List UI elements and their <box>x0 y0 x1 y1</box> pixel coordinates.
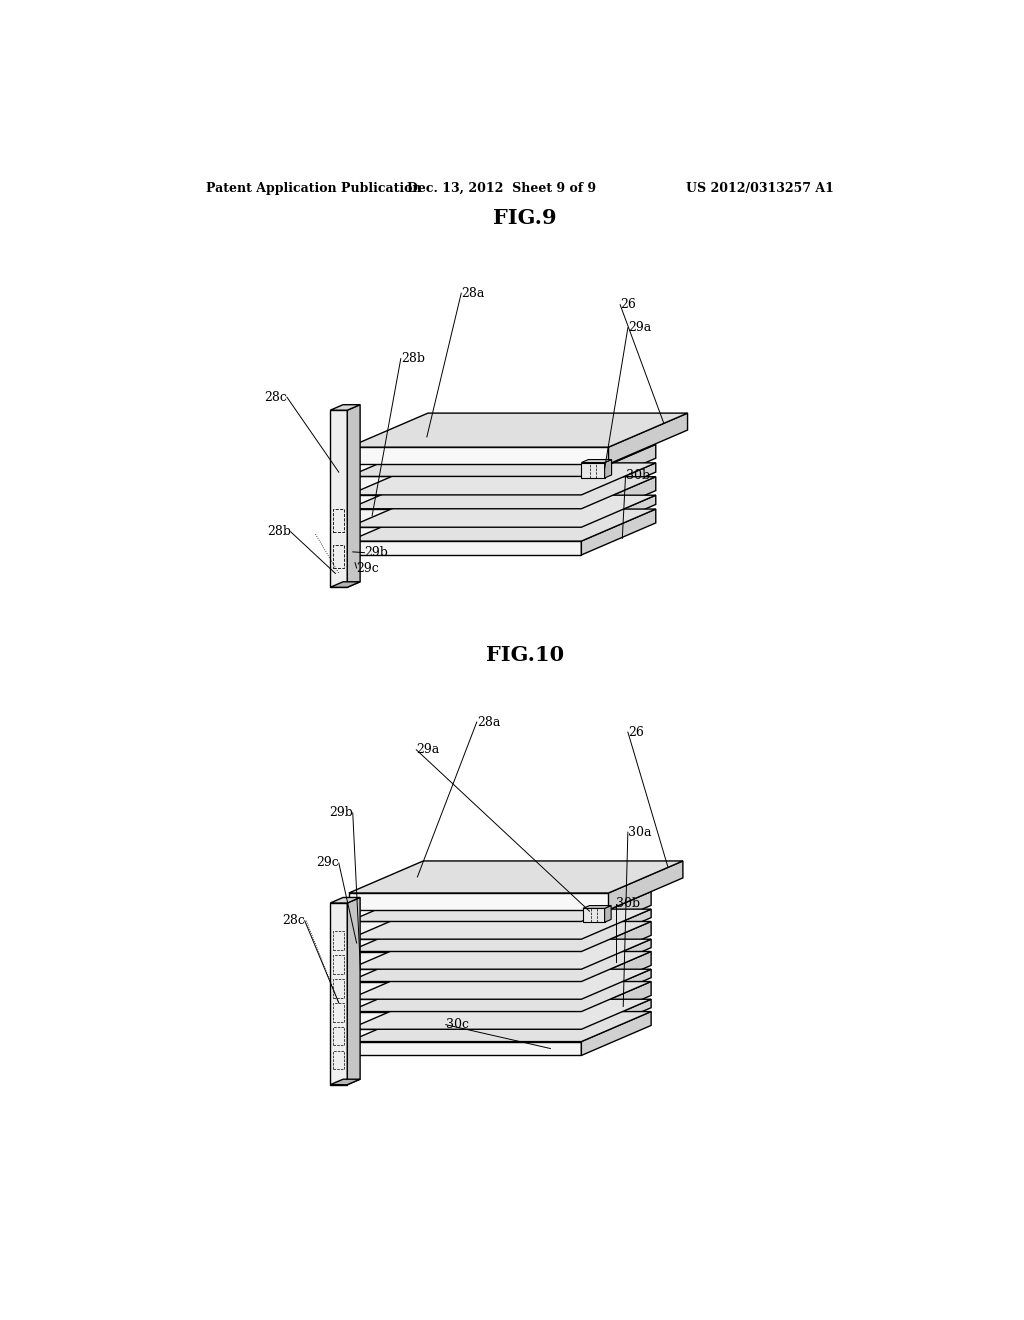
Polygon shape <box>582 940 651 978</box>
Polygon shape <box>349 909 651 940</box>
Polygon shape <box>349 495 655 527</box>
Polygon shape <box>349 541 582 554</box>
Polygon shape <box>349 921 651 952</box>
Polygon shape <box>349 1011 582 1026</box>
Text: 29c: 29c <box>356 561 379 574</box>
Polygon shape <box>604 459 611 478</box>
Polygon shape <box>349 477 655 508</box>
Polygon shape <box>349 921 582 936</box>
Text: 28c: 28c <box>282 915 305 927</box>
Text: 29a: 29a <box>628 321 651 334</box>
Text: 28a: 28a <box>461 286 484 300</box>
Polygon shape <box>349 892 608 909</box>
Text: 28a: 28a <box>477 715 500 729</box>
Polygon shape <box>582 477 655 523</box>
Polygon shape <box>582 462 604 478</box>
Polygon shape <box>331 405 360 411</box>
Polygon shape <box>349 940 651 969</box>
Polygon shape <box>349 940 582 948</box>
Polygon shape <box>349 891 651 921</box>
Polygon shape <box>582 463 655 504</box>
Text: FIG.9: FIG.9 <box>493 209 557 228</box>
Polygon shape <box>349 477 582 490</box>
Text: 29b: 29b <box>329 807 352 820</box>
Polygon shape <box>349 952 582 965</box>
Polygon shape <box>331 903 347 1085</box>
Polygon shape <box>349 508 582 523</box>
Text: Patent Application Publication: Patent Application Publication <box>206 182 421 194</box>
Polygon shape <box>582 445 655 490</box>
Text: 28b: 28b <box>266 525 291 539</box>
Text: 28b: 28b <box>400 352 425 366</box>
Polygon shape <box>582 921 651 965</box>
Text: 26: 26 <box>621 298 636 312</box>
Text: 29c: 29c <box>316 857 339 870</box>
Polygon shape <box>608 861 683 909</box>
Polygon shape <box>582 510 655 554</box>
Polygon shape <box>582 1011 651 1056</box>
Text: 30a: 30a <box>628 825 651 838</box>
Text: 29a: 29a <box>417 743 439 756</box>
Polygon shape <box>349 982 651 1011</box>
Polygon shape <box>349 969 651 999</box>
Polygon shape <box>349 982 582 995</box>
Polygon shape <box>349 952 651 982</box>
Text: 30b: 30b <box>626 469 649 482</box>
Text: 29b: 29b <box>365 546 388 560</box>
Polygon shape <box>582 952 651 995</box>
Polygon shape <box>349 495 582 504</box>
Text: 26: 26 <box>628 726 644 739</box>
Text: US 2012/0313257 A1: US 2012/0313257 A1 <box>686 182 834 194</box>
Polygon shape <box>582 909 651 948</box>
Text: Dec. 13, 2012  Sheet 9 of 9: Dec. 13, 2012 Sheet 9 of 9 <box>407 182 596 194</box>
Text: 28c: 28c <box>264 391 287 404</box>
Polygon shape <box>349 861 683 892</box>
Polygon shape <box>349 510 655 541</box>
Polygon shape <box>349 447 608 465</box>
Polygon shape <box>582 999 651 1038</box>
Polygon shape <box>582 969 651 1007</box>
Text: 30c: 30c <box>445 1018 469 1031</box>
Polygon shape <box>331 898 360 903</box>
Polygon shape <box>331 582 360 587</box>
Polygon shape <box>608 413 687 465</box>
Polygon shape <box>349 463 655 495</box>
Polygon shape <box>331 411 347 587</box>
Polygon shape <box>349 969 582 978</box>
Polygon shape <box>604 906 611 923</box>
Polygon shape <box>582 891 651 936</box>
Polygon shape <box>583 906 611 908</box>
Polygon shape <box>347 898 360 1085</box>
Polygon shape <box>349 1041 582 1056</box>
Polygon shape <box>349 999 582 1007</box>
Text: FIG.10: FIG.10 <box>485 645 564 665</box>
Polygon shape <box>583 908 604 923</box>
Polygon shape <box>582 459 611 462</box>
Polygon shape <box>349 999 651 1030</box>
Polygon shape <box>349 527 582 536</box>
Polygon shape <box>582 982 651 1026</box>
Text: 30b: 30b <box>616 898 640 911</box>
Polygon shape <box>349 1011 651 1041</box>
Polygon shape <box>349 413 687 447</box>
Polygon shape <box>347 405 360 587</box>
Polygon shape <box>349 1030 582 1038</box>
Polygon shape <box>349 445 655 477</box>
Polygon shape <box>582 495 655 536</box>
Polygon shape <box>331 1080 360 1085</box>
